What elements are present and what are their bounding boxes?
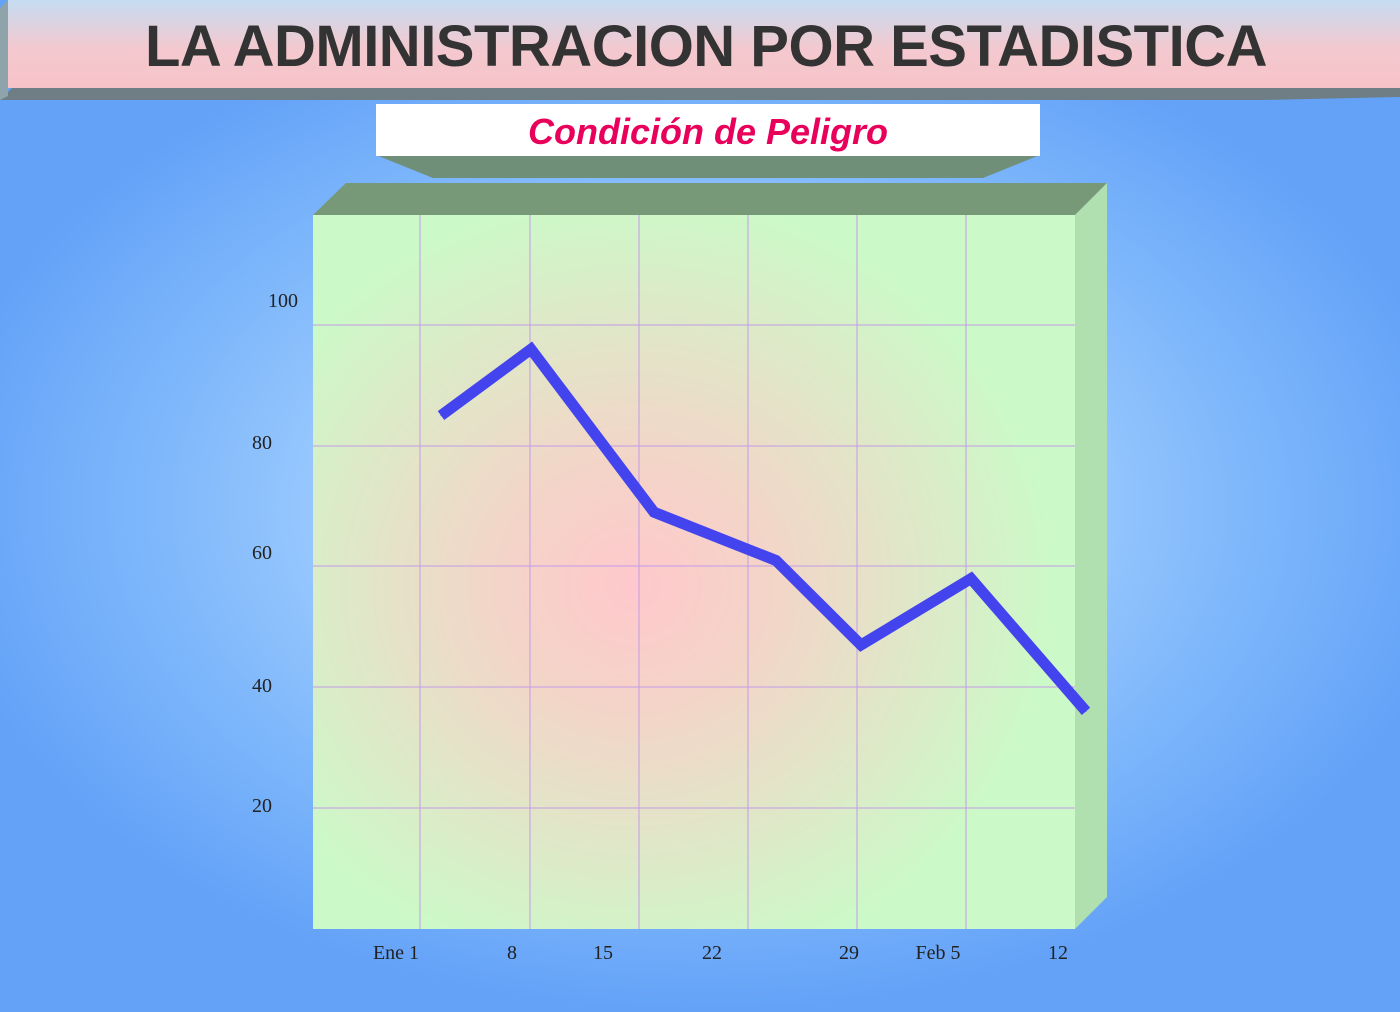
subtitle-plaque: Condición de Peligro (376, 104, 1040, 178)
x-tick-label: 15 (593, 942, 613, 964)
y-tick-label: 20 (252, 795, 272, 817)
plot-side-face (1075, 183, 1107, 929)
grid-lines (313, 215, 1075, 929)
data-point (970, 578, 972, 580)
x-tick-label: 12 (1048, 942, 1068, 964)
plot-top-face (313, 183, 1107, 215)
y-tick-label: 100 (268, 290, 298, 312)
x-tick-label: Feb 5 (916, 942, 961, 964)
x-tick-label: 29 (839, 942, 859, 964)
data-point (1085, 710, 1087, 712)
x-tick-label: Ene 1 (373, 942, 419, 964)
y-tick-label: 60 (252, 542, 272, 564)
y-tick-label: 80 (252, 432, 272, 454)
y-tick-label: 40 (252, 675, 272, 697)
y-axis-ticks: 100 80 60 40 20 (252, 290, 298, 817)
plot-area (313, 215, 1075, 929)
title-banner: LA ADMINISTRACION POR ESTADISTICA (0, 0, 1400, 100)
x-tick-label: 8 (507, 942, 517, 964)
x-axis-ticks: Ene 1 8 15 22 29 Feb 5 12 (373, 942, 1068, 964)
data-point (530, 348, 532, 350)
page-title: LA ADMINISTRACION POR ESTADISTICA (145, 14, 1267, 79)
plot-box (313, 183, 1107, 929)
data-point (775, 559, 777, 561)
series-line-group (437, 341, 1091, 716)
x-tick-label: 22 (702, 942, 722, 964)
data-point (860, 644, 862, 646)
chart-subtitle: Condición de Peligro (528, 111, 888, 152)
data-point (440, 415, 442, 417)
data-point (653, 511, 655, 513)
